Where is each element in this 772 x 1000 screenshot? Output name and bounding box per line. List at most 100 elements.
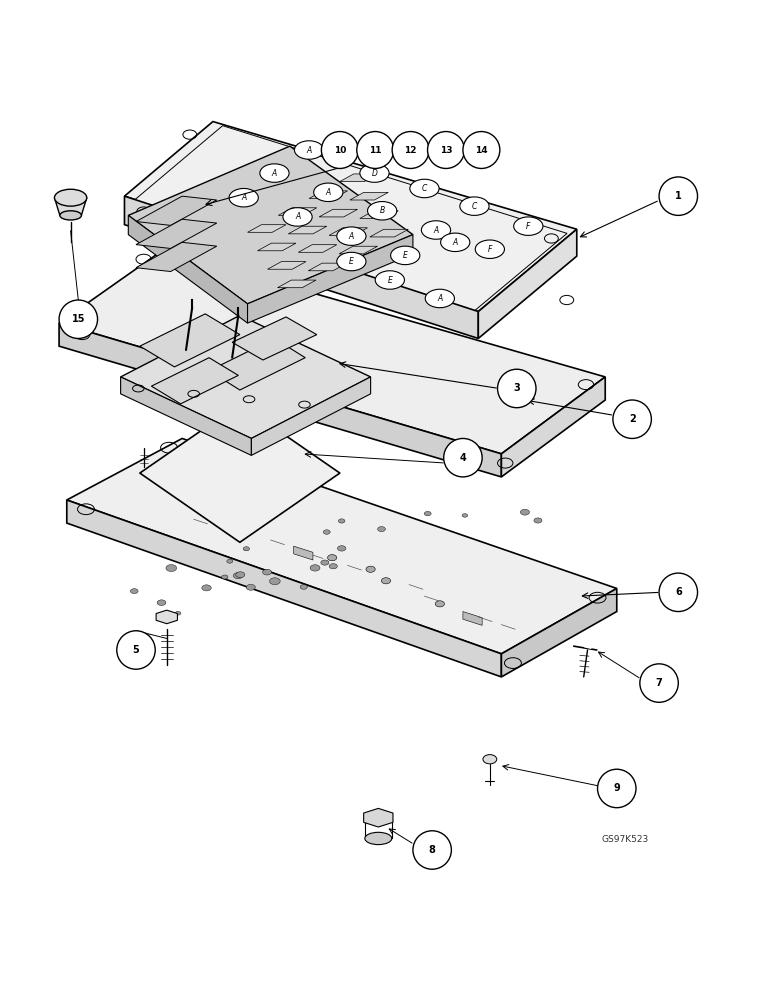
Circle shape xyxy=(463,132,499,168)
Text: A: A xyxy=(433,226,438,235)
Ellipse shape xyxy=(435,601,445,607)
Ellipse shape xyxy=(310,565,320,571)
Ellipse shape xyxy=(246,584,256,590)
Ellipse shape xyxy=(425,289,455,308)
Polygon shape xyxy=(124,122,577,312)
Text: C: C xyxy=(472,202,477,211)
Polygon shape xyxy=(298,245,337,252)
Polygon shape xyxy=(279,208,317,215)
Polygon shape xyxy=(128,146,413,304)
Ellipse shape xyxy=(410,179,439,198)
Ellipse shape xyxy=(181,149,193,158)
Ellipse shape xyxy=(235,572,245,578)
Polygon shape xyxy=(501,377,605,477)
Circle shape xyxy=(413,831,452,869)
Ellipse shape xyxy=(321,560,329,565)
Ellipse shape xyxy=(365,832,391,845)
Ellipse shape xyxy=(55,189,86,206)
Text: 7: 7 xyxy=(655,678,662,688)
Polygon shape xyxy=(136,242,217,272)
Polygon shape xyxy=(167,252,178,259)
Polygon shape xyxy=(308,263,347,271)
Polygon shape xyxy=(340,174,378,182)
Polygon shape xyxy=(370,229,408,237)
Text: A: A xyxy=(241,193,246,202)
Text: A: A xyxy=(437,294,442,303)
Ellipse shape xyxy=(243,547,249,551)
Polygon shape xyxy=(501,588,617,677)
Text: A: A xyxy=(349,232,354,241)
Ellipse shape xyxy=(329,564,337,569)
Polygon shape xyxy=(309,191,347,198)
Text: C: C xyxy=(422,184,427,193)
Text: F: F xyxy=(527,222,530,231)
Ellipse shape xyxy=(391,246,420,265)
Text: A: A xyxy=(295,212,300,221)
Polygon shape xyxy=(66,500,501,677)
Circle shape xyxy=(444,438,482,477)
Text: B: B xyxy=(380,206,384,215)
Ellipse shape xyxy=(460,197,489,215)
Text: 8: 8 xyxy=(428,845,435,855)
Circle shape xyxy=(428,132,465,168)
Ellipse shape xyxy=(175,611,181,615)
Text: A: A xyxy=(272,169,277,178)
Polygon shape xyxy=(360,211,398,218)
Polygon shape xyxy=(252,377,371,455)
Polygon shape xyxy=(278,280,316,288)
Ellipse shape xyxy=(327,555,337,561)
Polygon shape xyxy=(268,262,306,269)
Ellipse shape xyxy=(300,585,307,589)
Circle shape xyxy=(659,177,698,215)
Ellipse shape xyxy=(157,600,166,605)
Text: A: A xyxy=(452,238,458,247)
Circle shape xyxy=(613,400,652,438)
Text: 9: 9 xyxy=(614,783,620,793)
Text: D: D xyxy=(371,169,378,178)
Text: E: E xyxy=(349,257,354,266)
Polygon shape xyxy=(258,243,296,251)
Polygon shape xyxy=(120,377,252,455)
Polygon shape xyxy=(329,228,367,235)
Ellipse shape xyxy=(337,227,366,245)
Text: 13: 13 xyxy=(440,146,452,155)
Polygon shape xyxy=(178,198,218,228)
Polygon shape xyxy=(293,546,313,560)
Polygon shape xyxy=(232,317,317,360)
Circle shape xyxy=(598,769,636,808)
Text: E: E xyxy=(388,276,392,285)
Ellipse shape xyxy=(462,514,468,517)
Text: GS97K523: GS97K523 xyxy=(601,835,648,844)
Circle shape xyxy=(321,132,358,168)
Polygon shape xyxy=(248,235,413,323)
Ellipse shape xyxy=(381,578,391,584)
Text: 6: 6 xyxy=(675,587,682,597)
Ellipse shape xyxy=(520,509,530,515)
Text: 12: 12 xyxy=(405,146,417,155)
Ellipse shape xyxy=(422,221,451,239)
Circle shape xyxy=(392,132,429,168)
Ellipse shape xyxy=(337,252,366,271)
Ellipse shape xyxy=(513,217,543,235)
Polygon shape xyxy=(209,338,305,390)
Ellipse shape xyxy=(269,578,280,585)
Ellipse shape xyxy=(375,271,405,289)
Text: 15: 15 xyxy=(72,314,85,324)
Polygon shape xyxy=(136,196,217,225)
Text: 4: 4 xyxy=(459,453,466,463)
Ellipse shape xyxy=(360,164,389,182)
Circle shape xyxy=(497,369,536,408)
Polygon shape xyxy=(463,612,482,625)
Circle shape xyxy=(357,132,394,168)
Text: F: F xyxy=(488,245,492,254)
Ellipse shape xyxy=(262,569,272,575)
Circle shape xyxy=(117,631,155,669)
Polygon shape xyxy=(178,228,218,259)
Polygon shape xyxy=(156,610,178,624)
Polygon shape xyxy=(128,215,248,323)
Ellipse shape xyxy=(441,233,470,252)
Ellipse shape xyxy=(378,527,385,532)
Polygon shape xyxy=(124,196,479,338)
Text: A: A xyxy=(326,188,331,197)
Polygon shape xyxy=(120,315,371,438)
